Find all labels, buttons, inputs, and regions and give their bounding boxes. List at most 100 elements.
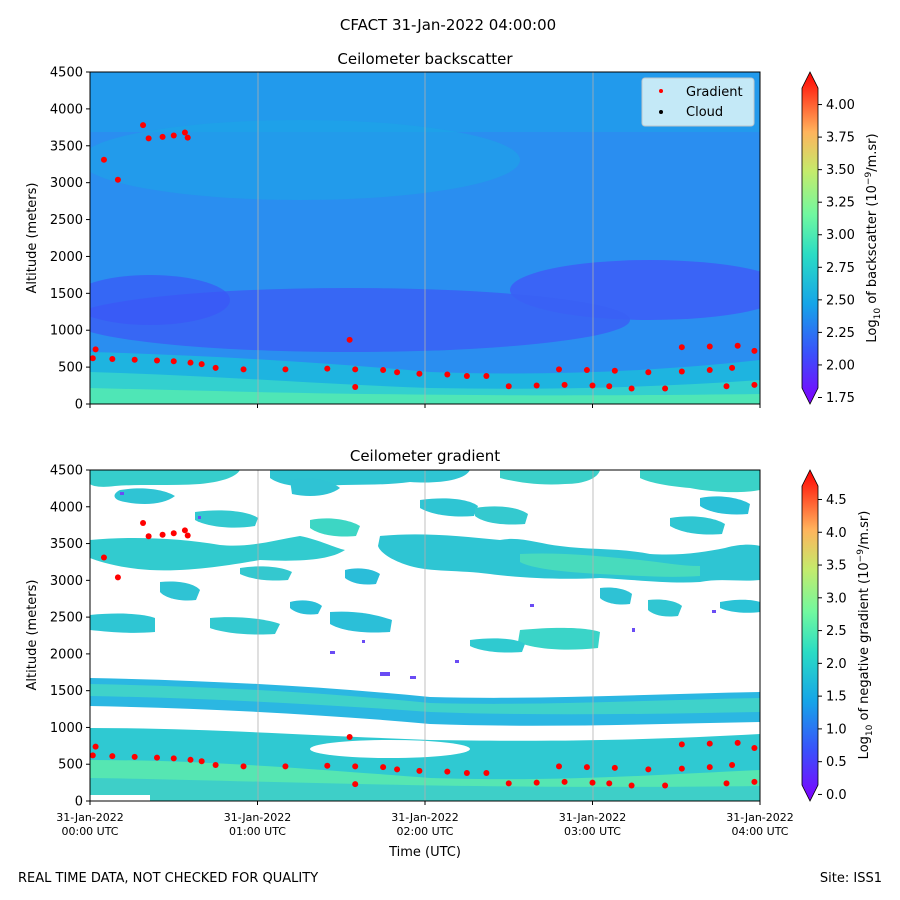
x-tick-time: 02:00 UTC xyxy=(396,825,453,838)
gradient-point xyxy=(131,753,138,760)
legend: Gradient Cloud xyxy=(641,77,755,127)
colorbar-tick-label: 3.5 xyxy=(826,559,847,574)
colorbar-tick-label: 1.5 xyxy=(826,690,847,705)
gradient-point xyxy=(505,780,512,787)
x-tick-time: 00:00 UTC xyxy=(61,825,118,838)
gradient-point xyxy=(181,129,188,136)
colorbar-tick-label: 0.5 xyxy=(826,755,847,770)
colorbar-tick-label: 3.00 xyxy=(826,228,855,243)
gradient-colorbar: 0.0 0.5 1.0 1.5 2.0 2.5 3.0 3.5 4.0 4.5 Log10 of … xyxy=(801,469,875,803)
gradient-point xyxy=(678,368,685,375)
gradient-y-axis: 0 500 1000 1500 2000 2500 3000 3500 4000 4500 xyxy=(50,464,90,810)
legend-cloud-label: Cloud xyxy=(686,105,723,120)
x-tick-date: 31-Jan-2022 xyxy=(726,811,794,824)
colorbar-tick-label: 2.00 xyxy=(826,358,855,373)
gradient-point xyxy=(444,371,451,378)
gradient-point xyxy=(90,752,96,759)
gradient-point xyxy=(170,530,177,537)
gradient-point xyxy=(723,780,730,787)
gradient-point xyxy=(240,763,247,770)
footer-site-label: Site: ISS1 xyxy=(820,871,882,886)
gradient-point xyxy=(583,764,590,771)
gradient-point xyxy=(212,364,219,371)
gradient-point xyxy=(706,740,713,747)
backscatter-colorbar-label: Log10 of backscatter (10−9/m.sr) xyxy=(864,133,883,342)
gradient-point xyxy=(282,763,289,770)
gradient-point xyxy=(662,782,669,789)
gradient-point xyxy=(380,367,387,374)
x-tick-date: 31-Jan-2022 xyxy=(391,811,459,824)
x-tick-time: 03:00 UTC xyxy=(564,825,621,838)
gradient-point xyxy=(645,369,652,376)
y-tick-label: 3000 xyxy=(50,574,83,589)
colorbar-tick-label: 3.75 xyxy=(826,131,855,146)
y-tick-label: 0 xyxy=(75,398,83,413)
colorbar-tick-label: 2.75 xyxy=(826,261,855,276)
y-tick-label: 4000 xyxy=(50,500,83,515)
gradient-point xyxy=(352,384,359,391)
gradient-point xyxy=(145,533,152,540)
colorbar-tick-label: 0.0 xyxy=(826,788,847,803)
gradient-gridlines xyxy=(257,470,594,801)
colorbar-tick-label: 2.50 xyxy=(826,293,855,308)
gradient-point xyxy=(92,743,99,750)
gradient-point xyxy=(589,382,596,389)
gradient-point xyxy=(352,781,359,788)
gradient-point xyxy=(628,782,635,789)
colorbar-tick-label: 3.50 xyxy=(826,163,855,178)
gradient-point xyxy=(187,756,194,763)
colorbar-tick-label: 4.0 xyxy=(826,526,847,541)
gradient-point xyxy=(678,741,685,748)
backscatter-y-axis: 0 500 1000 1500 2000 2500 3000 3500 4000 4500 xyxy=(50,66,90,413)
gradient-point xyxy=(198,758,205,765)
gradient-point xyxy=(561,778,568,785)
gradient-point xyxy=(240,366,247,373)
gradient-point xyxy=(751,381,758,388)
gradient-point xyxy=(352,763,359,770)
gradient-point xyxy=(416,767,423,774)
gradient-point xyxy=(606,780,613,787)
gradient-point xyxy=(114,176,121,183)
gradient-point xyxy=(154,357,160,364)
gradient-point xyxy=(170,358,177,365)
gradient-point xyxy=(394,369,401,376)
gradient-point xyxy=(100,156,107,163)
gradient-point xyxy=(706,764,713,771)
y-tick-label: 500 xyxy=(58,361,83,376)
gradient-point xyxy=(483,770,490,777)
gradient-point xyxy=(706,367,713,374)
gradient-point xyxy=(751,347,758,354)
gradient-point xyxy=(140,122,147,129)
gradient-point xyxy=(561,381,568,388)
gradient-point xyxy=(145,135,152,142)
y-tick-label: 4500 xyxy=(50,66,83,81)
x-tick-time: 04:00 UTC xyxy=(731,825,788,838)
backscatter-gradient-series xyxy=(90,122,758,392)
y-tick-label: 2000 xyxy=(50,647,83,662)
gradient-point xyxy=(463,770,470,777)
gradient-point xyxy=(346,336,353,343)
gradient-point xyxy=(751,778,758,785)
gradient-point xyxy=(628,385,635,392)
gradient-point xyxy=(159,133,166,140)
figure-title: CFACT 31-Jan-2022 04:00:00 xyxy=(340,16,556,34)
gradient-point xyxy=(678,344,685,351)
legend-gradient-marker xyxy=(659,89,663,93)
gradient-point xyxy=(324,365,331,372)
gradient-point xyxy=(159,531,166,538)
x-tick-date: 31-Jan-2022 xyxy=(559,811,627,824)
gradient-point xyxy=(154,754,160,761)
gradient-point xyxy=(184,532,191,539)
gradient-point xyxy=(533,382,540,389)
gradient-point xyxy=(131,356,138,363)
y-tick-label: 3500 xyxy=(50,537,83,552)
legend-cloud-marker xyxy=(659,110,663,114)
colorbar-tick-label: 2.5 xyxy=(826,624,847,639)
gradient-point xyxy=(505,383,512,390)
x-tick-date: 31-Jan-2022 xyxy=(224,811,292,824)
gradient-point xyxy=(729,364,736,371)
gradient-colorbar-label: Log10 of negative gradient (10−9/m.sr) xyxy=(856,511,875,760)
gradient-point xyxy=(187,359,194,366)
colorbar-tick-label: 4.5 xyxy=(826,493,847,508)
